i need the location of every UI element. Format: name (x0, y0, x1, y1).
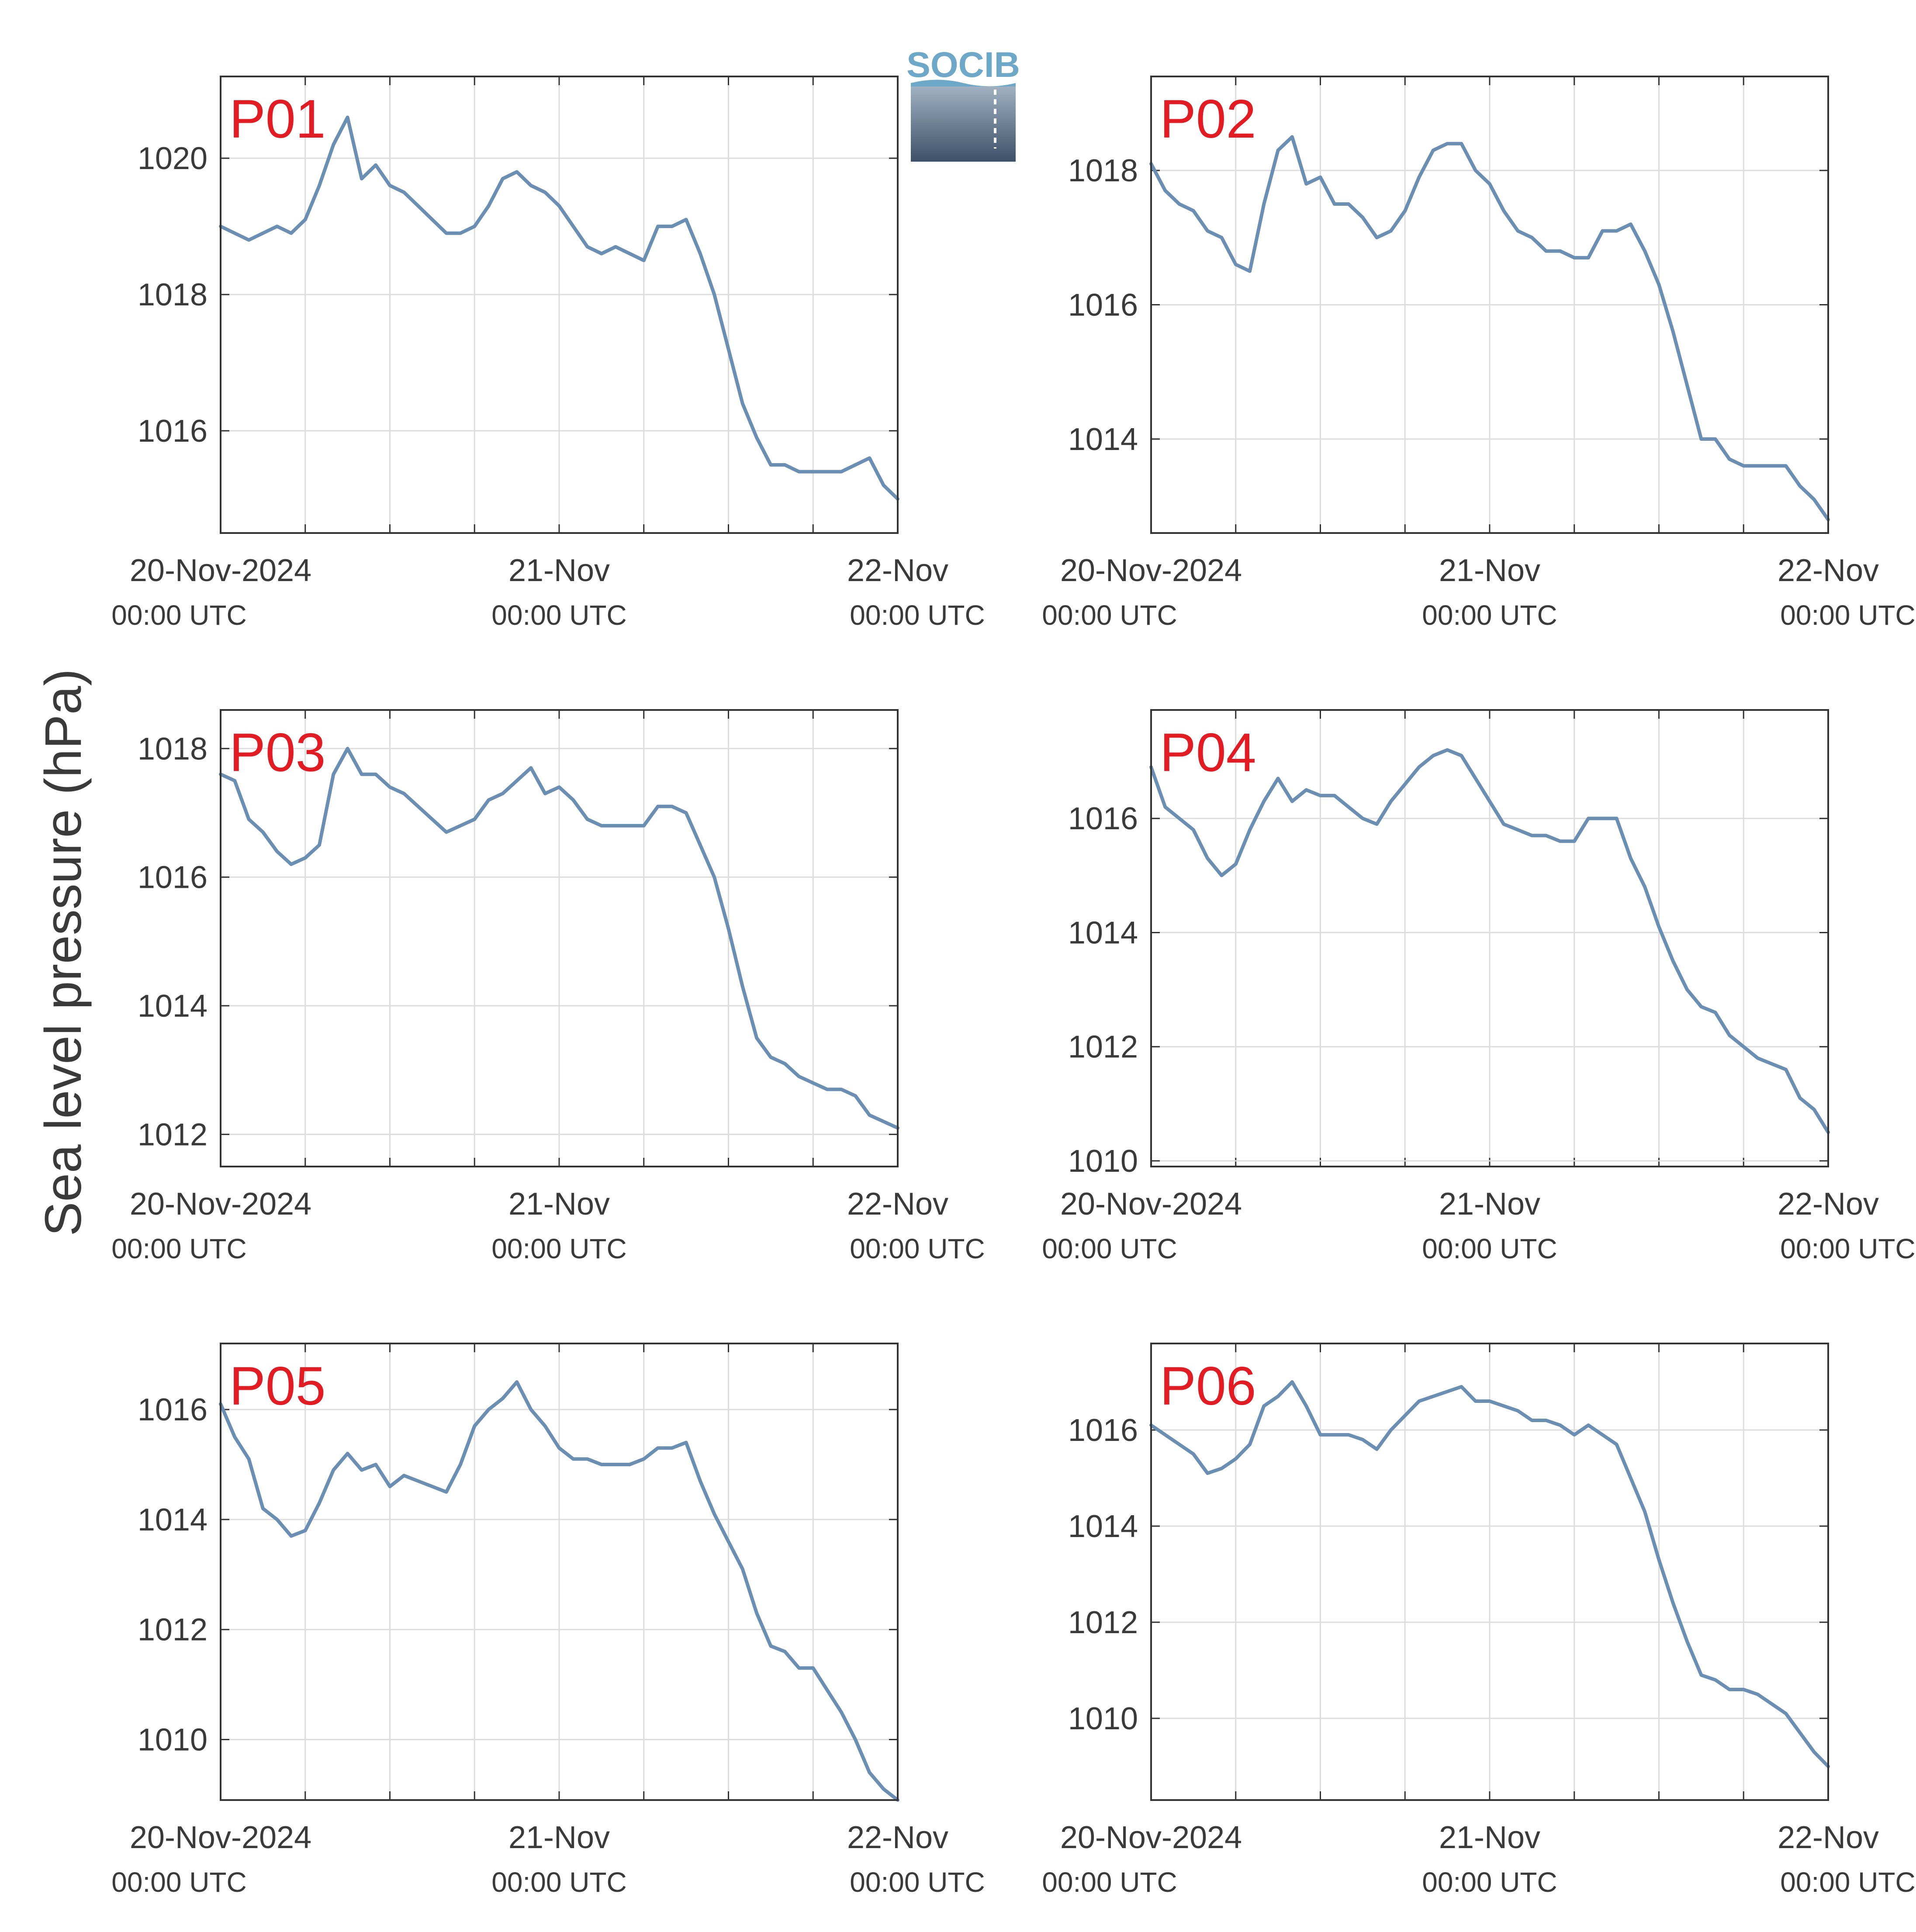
plot-frame (1150, 1343, 1829, 1801)
x-tick-sublabel: 00:00 UTC (111, 1233, 246, 1264)
plot-frame (1150, 76, 1829, 534)
x-tick-label: 21-Nov (508, 1187, 610, 1222)
x-tick-sublabel: 00:00 UTC (850, 1233, 985, 1264)
x-tick-label: 20-Nov-2024 (1060, 1820, 1242, 1855)
panel-title: P01 (229, 89, 326, 149)
x-tick-sublabel: 00:00 UTC (1042, 1866, 1177, 1898)
x-tick-sublabel: 00:00 UTC (491, 599, 626, 631)
panel-p05: 1010 1012 1014 1016 P05 20-Nov-2024 00:00 UTC 2… (111, 1343, 985, 1898)
y-axis-label: Sea level pressure (hPa) (35, 669, 92, 1236)
plot-frame (220, 709, 899, 1167)
x-tick-label: 21-Nov (1439, 1820, 1540, 1855)
y-tick-label: 1014 (1068, 1509, 1138, 1544)
y-tick-label: 1018 (138, 277, 208, 312)
x-tick-label: 20-Nov-2024 (130, 553, 311, 588)
series-line (219, 1380, 899, 1802)
socib-logo: SOCIB (906, 45, 1020, 162)
x-tick-sublabel: 00:00 UTC (1780, 599, 1915, 631)
y-tick-label: 1010 (138, 1723, 208, 1758)
panel-title: P04 (1160, 723, 1256, 783)
x-tick-sublabel: 00:00 UTC (491, 1866, 626, 1898)
y-tick-label: 1014 (138, 989, 208, 1024)
x-tick-sublabel: 00:00 UTC (491, 1233, 626, 1264)
y-tick-label: 1012 (138, 1613, 208, 1648)
y-tick-label: 1012 (1068, 1030, 1138, 1065)
y-tick-label: 1016 (1068, 801, 1138, 836)
x-tick-sublabel: 00:00 UTC (1042, 599, 1177, 631)
y-tick-label: 1016 (1068, 1413, 1138, 1448)
y-tick-label: 1012 (138, 1117, 208, 1152)
logo-wordmark: SOCIB (906, 45, 1020, 85)
x-tick-sublabel: 00:00 UTC (111, 1866, 246, 1898)
x-tick-sublabel: 00:00 UTC (1422, 599, 1557, 631)
y-tick-label: 1018 (138, 731, 208, 766)
y-tick-label: 1016 (138, 860, 208, 895)
plot-frame (1150, 709, 1829, 1167)
y-tick-label: 1012 (1068, 1605, 1138, 1640)
x-tick-label: 21-Nov (1439, 553, 1540, 588)
series-line (219, 747, 899, 1130)
x-tick-label: 21-Nov (508, 553, 610, 588)
x-tick-label: 20-Nov-2024 (130, 1820, 311, 1855)
y-tick-label: 1016 (138, 414, 208, 449)
series-line (1149, 135, 1830, 522)
x-tick-sublabel: 00:00 UTC (111, 599, 246, 631)
x-tick-sublabel: 00:00 UTC (850, 599, 985, 631)
logo-gradient (911, 87, 1016, 162)
y-tick-label: 1014 (1068, 422, 1138, 457)
x-tick-label: 20-Nov-2024 (1060, 553, 1242, 588)
x-tick-label: 20-Nov-2024 (130, 1187, 311, 1222)
x-tick-label: 20-Nov-2024 (1060, 1187, 1242, 1222)
x-tick-sublabel: 00:00 UTC (1422, 1233, 1557, 1264)
series-line (1149, 748, 1830, 1134)
x-tick-label: 22-Nov (1778, 1187, 1879, 1222)
plot-frame (220, 76, 899, 534)
series-line (219, 115, 899, 501)
y-tick-label: 1016 (138, 1392, 208, 1427)
x-tick-label: 22-Nov (847, 553, 948, 588)
logo-wave (911, 80, 1016, 87)
panel-title: P03 (229, 723, 326, 783)
x-tick-label: 22-Nov (1778, 1820, 1879, 1855)
x-tick-sublabel: 00:00 UTC (1042, 1233, 1177, 1264)
x-tick-sublabel: 00:00 UTC (1780, 1866, 1915, 1898)
panel-p06: 1010 1012 1014 1016 P06 20-Nov-2024 00:00 UTC 2… (1042, 1343, 1916, 1898)
x-tick-label: 22-Nov (847, 1820, 948, 1855)
panel-title: P05 (229, 1356, 326, 1416)
series-line (1149, 1380, 1830, 1768)
x-tick-sublabel: 00:00 UTC (850, 1866, 985, 1898)
y-tick-label: 1020 (138, 141, 208, 176)
y-tick-label: 1010 (1068, 1701, 1138, 1736)
panel-title: P06 (1160, 1356, 1256, 1416)
panel-title: P02 (1160, 89, 1256, 149)
panels: 1016 1018 1020 P01 20-Nov-2024 00:00 UTC 21-No… (111, 76, 1916, 1898)
panel-p04: 1010 1012 1014 1016 P04 20-Nov-2024 00:00 UTC 2… (1042, 709, 1916, 1264)
y-tick-label: 1014 (138, 1503, 208, 1537)
x-tick-sublabel: 00:00 UTC (1780, 1233, 1915, 1264)
x-tick-label: 22-Nov (847, 1187, 948, 1222)
x-tick-label: 22-Nov (1778, 553, 1879, 588)
x-tick-label: 21-Nov (1439, 1187, 1540, 1222)
y-tick-label: 1016 (1068, 288, 1138, 323)
y-tick-label: 1014 (1068, 915, 1138, 950)
y-tick-label: 1018 (1068, 153, 1138, 188)
x-tick-label: 21-Nov (508, 1820, 610, 1855)
plot-frame (220, 1343, 899, 1801)
panel-p02: 1014 1016 1018 P02 20-Nov-2024 00:00 UTC 21-No… (1042, 76, 1916, 631)
panel-p03: 1012 1014 1016 1018 P03 20-Nov-2024 00:00 UTC 2… (111, 709, 985, 1264)
panel-p01: 1016 1018 1020 P01 20-Nov-2024 00:00 UTC 21-No… (111, 76, 985, 631)
y-tick-label: 1010 (1068, 1144, 1138, 1179)
x-tick-sublabel: 00:00 UTC (1422, 1866, 1557, 1898)
